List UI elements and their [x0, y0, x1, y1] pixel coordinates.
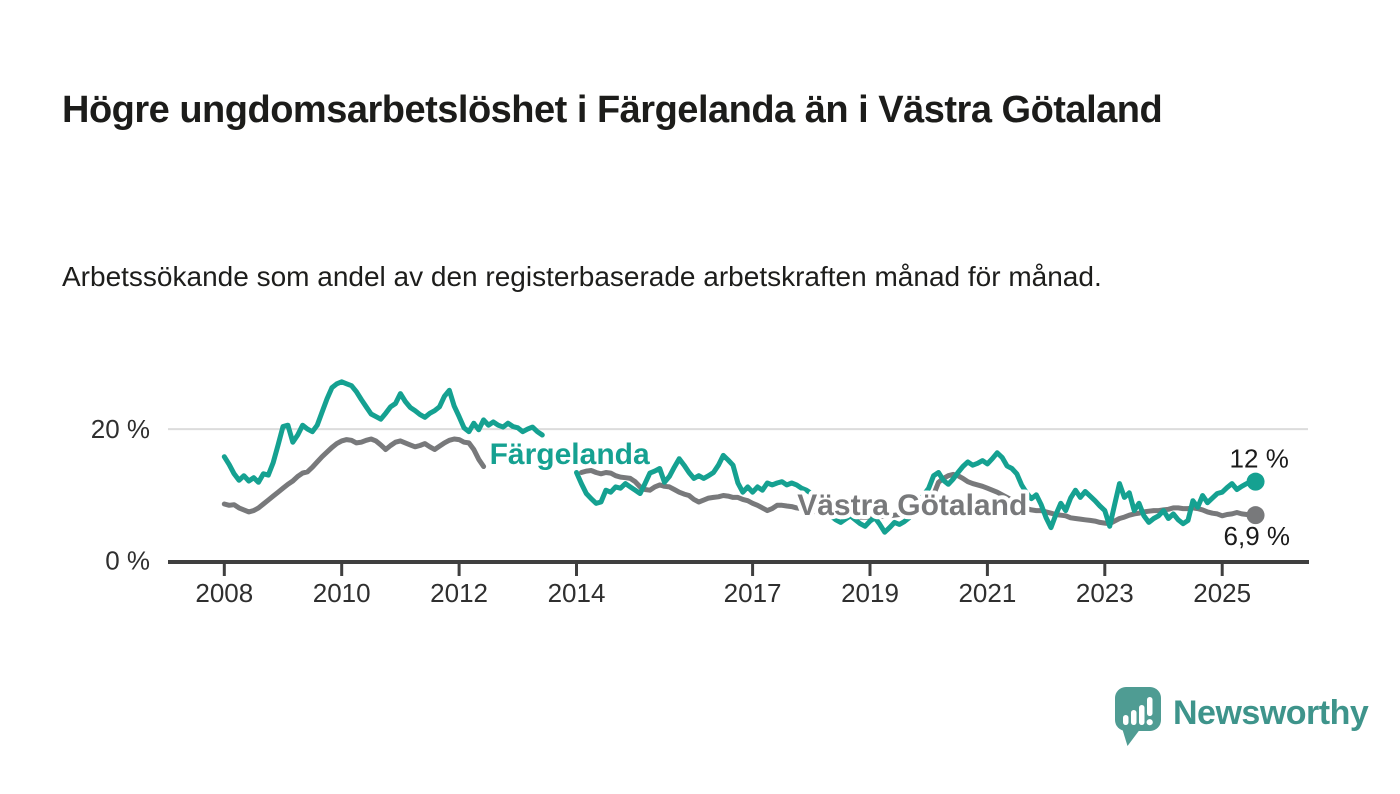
newsworthy-logo-icon	[1115, 687, 1161, 746]
brand-name: Newsworthy	[1173, 694, 1369, 732]
series-end-dot	[1246, 506, 1265, 525]
series-end-dot	[1246, 472, 1265, 491]
x-tick-label: 2021	[958, 578, 1016, 608]
page-title: Högre ungdomsarbetslöshet i Färgelanda ä…	[62, 89, 1163, 132]
x-tick-label: 2012	[430, 578, 488, 608]
page-subtitle: Arbetssökande som andel av den registerb…	[62, 261, 1102, 292]
y-axis-label: 0 %	[105, 546, 150, 576]
x-tick-label: 2014	[548, 578, 606, 608]
series-end-value-label: 6,9 %	[1224, 521, 1291, 551]
x-tick-label: 2010	[313, 578, 371, 608]
series-label-fargelanda: Färgelanda	[490, 438, 650, 471]
newsworthy-logo: Newsworthy	[1114, 686, 1369, 748]
series-end-value-label: 12 %	[1230, 444, 1289, 474]
series-label-vastra-gotaland: Västra Götaland	[797, 489, 1027, 522]
x-tick-label: 2025	[1193, 578, 1251, 608]
x-tick-label: 2017	[724, 578, 782, 608]
y-axis-label: 20 %	[91, 414, 150, 444]
series-line-fargelanda	[221, 379, 1254, 535]
x-tick-label: 2008	[195, 578, 253, 608]
x-tick-label: 2023	[1076, 578, 1134, 608]
x-tick-label: 2019	[841, 578, 899, 608]
